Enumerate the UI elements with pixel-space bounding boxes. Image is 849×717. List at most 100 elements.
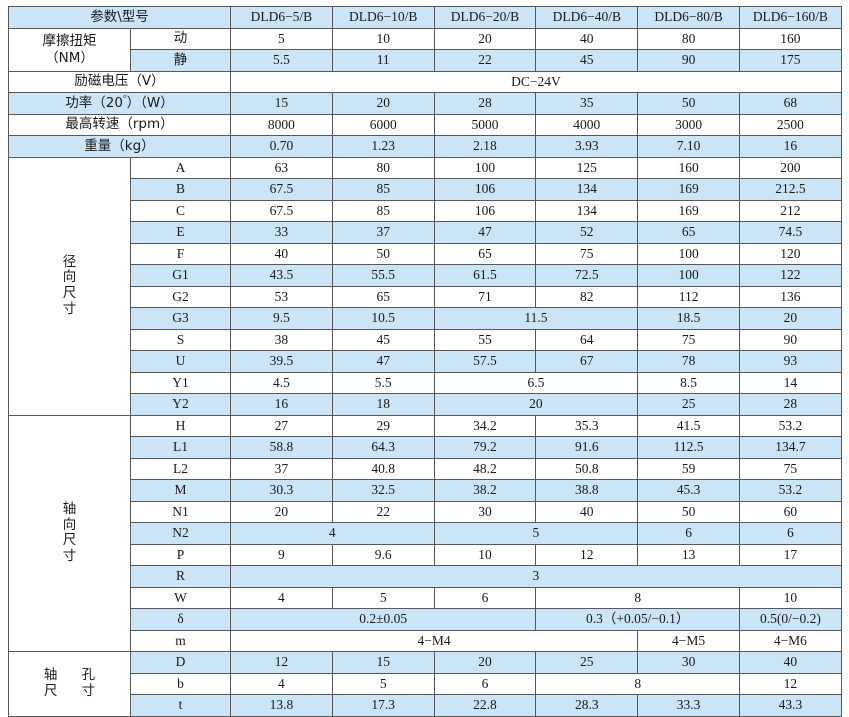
dimension-label-W: W <box>130 586 231 609</box>
value-cell: 35.3 <box>535 414 639 437</box>
row-dimension-Y2: Y2 16 18 20 25 28 <box>9 393 842 416</box>
value-cell: 3000 <box>637 113 740 136</box>
row-dimension-P: P 9 9.6 10 12 13 17 <box>9 543 842 566</box>
row-dimension-L2: L2 37 40.8 48.2 50.8 59 75 <box>9 457 842 480</box>
value-cell: 100 <box>433 156 537 179</box>
value-cell: 5.5 <box>331 371 435 394</box>
row-dimension-F: F 40 50 65 75 100 120 <box>9 242 842 265</box>
value-cell: 68 <box>738 92 842 115</box>
value-cell: 17.3 <box>331 694 435 717</box>
value-cell: 2500 <box>738 113 842 136</box>
model-header-1: DLD6−5/B <box>230 6 333 29</box>
value-cell: 48.2 <box>433 457 537 480</box>
value-cell: 38.2 <box>433 479 537 502</box>
value-cell: 43.3 <box>738 694 842 717</box>
dimension-label-R: R <box>130 565 231 588</box>
value-cell: 4 <box>230 672 333 695</box>
row-dimension-G2: G2 53 65 71 82 112 136 <box>9 285 842 308</box>
label-power: 功率（20°）（W） <box>8 92 231 115</box>
dimension-label-F: F <box>130 242 231 265</box>
value-cell: 40.8 <box>331 457 435 480</box>
value-cell-merged: 8 <box>535 586 740 609</box>
value-cell: 134.7 <box>738 436 842 459</box>
value-cell: 45 <box>331 328 435 351</box>
value-cell-merged: 8 <box>535 672 740 695</box>
value-cell: 134 <box>535 199 639 222</box>
value-cell: 91.6 <box>535 436 639 459</box>
row-dimension-B: B 67.5 85 106 134 169 212.5 <box>9 178 842 201</box>
row-dimension-t: t 13.8 17.3 22.8 28.3 33.3 43.3 <box>9 694 842 717</box>
value-cell: 40 <box>535 500 639 523</box>
row-dimension-N1: N1 20 22 30 40 50 60 <box>9 500 842 523</box>
value-cell: 80 <box>637 27 740 50</box>
model-header-6: DLD6−160/B <box>738 6 842 29</box>
value-cell: 8.5 <box>637 371 740 394</box>
model-header-3: DLD6−20/B <box>433 6 537 29</box>
value-cell: 175 <box>738 49 842 72</box>
row-dimension-N2: N2 4 5 6 6 <box>9 522 842 545</box>
dimension-label-S: S <box>130 328 231 351</box>
value-cell: 160 <box>637 156 740 179</box>
model-header-5: DLD6−80/B <box>637 6 740 29</box>
dimension-label-b: b <box>130 672 231 695</box>
value-cell: 136 <box>738 285 842 308</box>
value-cell: 28 <box>433 92 537 115</box>
dimension-label-C: C <box>130 199 231 222</box>
value-cell: 5 <box>331 586 435 609</box>
value-cell: 38.8 <box>535 479 639 502</box>
section-group-label-3: 轴 孔尺 寸 <box>8 651 131 717</box>
value-cell: 212 <box>738 199 842 222</box>
value-cell: 65 <box>433 242 537 265</box>
dimension-label-D: D <box>130 651 231 674</box>
sublabel-dynamic: 动 <box>130 27 231 50</box>
value-cell: 27 <box>230 414 333 437</box>
row-max-speed: 最高转速（rpm） 8000 6000 5000 4000 3000 2500 <box>8 113 842 136</box>
value-cell: 47 <box>331 350 435 373</box>
value-cell: 55 <box>433 328 537 351</box>
value-cell: 12 <box>535 543 639 566</box>
value-cell: 13 <box>637 543 740 566</box>
value-cell: 6 <box>637 522 740 545</box>
row-power: 功率（20°）（W） 15 20 28 35 50 68 <box>8 92 842 115</box>
dimension-label-L2: L2 <box>130 457 231 480</box>
value-cell: 53.2 <box>738 414 842 437</box>
value-cell: 122 <box>738 264 842 287</box>
value-cell: 53.2 <box>738 479 842 502</box>
value-cell: 5 <box>230 27 333 50</box>
value-cell: 20 <box>331 92 435 115</box>
section-group-label-1: 径向尺寸 <box>8 156 131 416</box>
value-cell: 9.6 <box>331 543 435 566</box>
value-cell: 10.5 <box>331 307 435 330</box>
value-cell: 55.5 <box>331 264 435 287</box>
value-cell: 75 <box>637 328 740 351</box>
value-cell: 22 <box>331 500 435 523</box>
value-cell: 4.5 <box>230 371 333 394</box>
value-cell: 134 <box>535 178 639 201</box>
value-cell: 64.3 <box>331 436 435 459</box>
value-cell-merged: DC−24V <box>230 70 842 93</box>
dimension-label-U: U <box>130 350 231 373</box>
value-cell: 45 <box>535 49 639 72</box>
value-cell: 18.5 <box>637 307 740 330</box>
value-cell: 5000 <box>433 113 537 136</box>
value-cell: 67.5 <box>230 178 333 201</box>
value-cell: 112.5 <box>637 436 740 459</box>
value-cell: 41.5 <box>637 414 740 437</box>
row-dimension-Y1: Y1 4.5 5.5 6.5 8.5 14 <box>9 371 842 394</box>
sublabel-static: 静 <box>130 49 231 72</box>
value-cell: 0.70 <box>230 135 333 158</box>
value-cell: 7.10 <box>637 135 740 158</box>
value-cell: 1.23 <box>331 135 435 158</box>
row-dimension-E: E 33 37 47 52 65 74.5 <box>9 221 842 244</box>
value-cell: 33 <box>230 221 333 244</box>
value-cell: 63 <box>230 156 333 179</box>
value-cell: 20 <box>738 307 842 330</box>
value-cell: 30 <box>637 651 740 674</box>
value-cell: 67 <box>535 350 639 373</box>
value-cell: 74.5 <box>738 221 842 244</box>
value-cell: 200 <box>738 156 842 179</box>
dimension-label-A: A <box>130 156 231 179</box>
value-cell: 212.5 <box>738 178 842 201</box>
value-cell: 29 <box>331 414 435 437</box>
value-cell: 9.5 <box>230 307 333 330</box>
